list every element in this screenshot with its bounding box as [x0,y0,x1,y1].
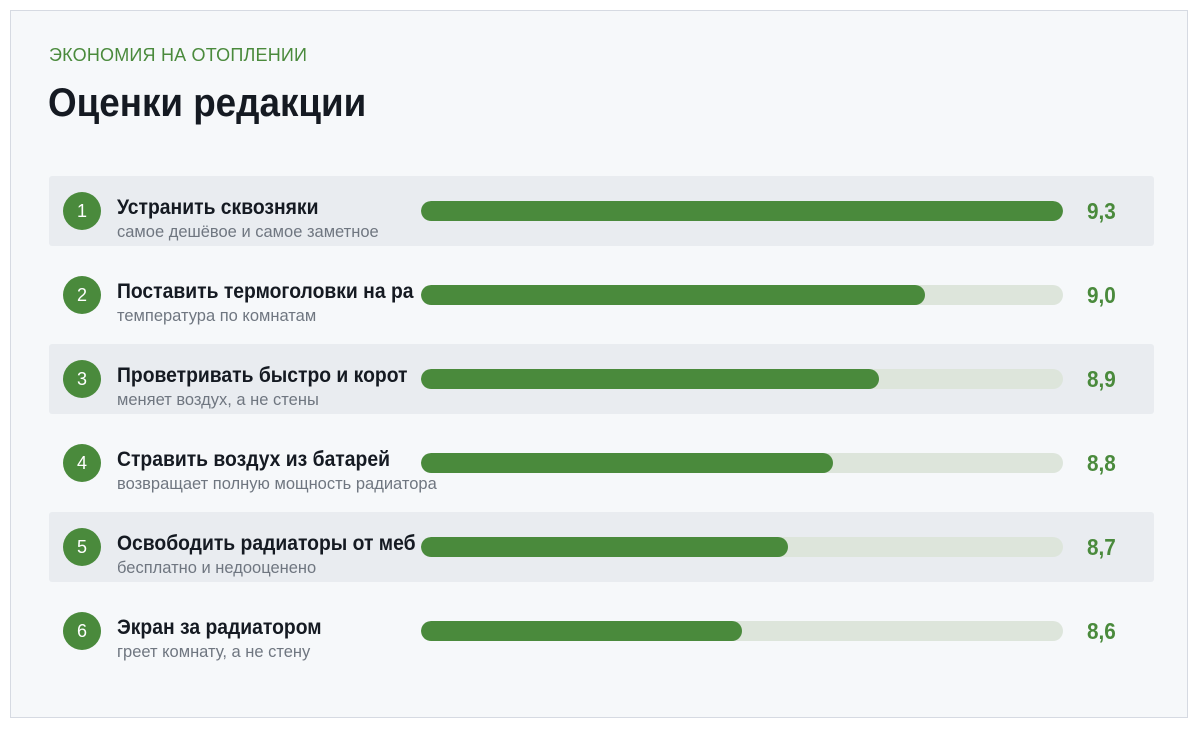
rating-row: 6 Экран за радиатором греет комнату, а не … [49,596,1154,666]
rating-label: Проветривать быстро и корот [117,364,408,387]
rating-subtitle: бесплатно и недооценено [117,559,317,577]
bar-track [421,285,1063,305]
bar-fill [421,369,880,389]
rank-badge: 5 [63,528,101,566]
rating-subtitle: температура по комнатам [117,307,317,325]
ratings-list: 1 Устранить сквозняки самое дешёвое и само… [49,176,1154,680]
rating-label: Поставить термоголовки на ра [117,280,414,303]
page-title: Оценки редакции [48,81,367,125]
rating-value: 9,0 [1087,282,1116,308]
rating-row: 1 Устранить сквозняки самое дешёвое и само… [49,176,1154,246]
rating-value: 8,8 [1087,450,1116,476]
rank-badge: 6 [63,612,101,650]
rating-row: 2 Поставить термоголовки на ра температура… [49,260,1154,330]
rating-label: Устранить сквозняки [117,196,319,219]
bar-track [421,621,1063,641]
rating-row: 4 Стравить воздух из батарей возвращает по… [49,428,1154,498]
rank-badge: 3 [63,360,101,398]
bar-fill [421,621,742,641]
bar-track [421,453,1063,473]
rating-label: Освободить радиаторы от меб [117,532,416,555]
bar-fill [421,453,834,473]
rating-value: 8,7 [1087,534,1116,560]
rating-row: 3 Проветривать быстро и корот меняет возду… [49,344,1154,414]
rating-row: 5 Освободить радиаторы от меб бесплатно и … [49,512,1154,582]
rating-label: Экран за радиатором [117,616,322,639]
bar-track [421,537,1063,557]
rating-subtitle: самое дешёвое и самое заметное [117,223,379,241]
rank-badge: 4 [63,444,101,482]
section-kicker: ЭКОНОМИЯ НА ОТОПЛЕНИИ [49,45,308,65]
rating-value: 8,9 [1087,366,1116,392]
bar-fill [421,537,788,557]
rating-subtitle: возвращает полную мощность радиатора [117,475,437,493]
bar-fill [421,201,1063,221]
rating-subtitle: меняет воздух, а не стены [117,391,319,409]
rank-badge: 1 [63,192,101,230]
rating-label: Стравить воздух из батарей [117,448,390,471]
rating-value: 8,6 [1087,618,1116,644]
bar-track [421,201,1063,221]
bar-track [421,369,1063,389]
rank-badge: 2 [63,276,101,314]
rating-value: 9,3 [1087,198,1116,224]
rating-subtitle: греет комнату, а не стену [117,643,311,661]
bar-fill [421,285,925,305]
